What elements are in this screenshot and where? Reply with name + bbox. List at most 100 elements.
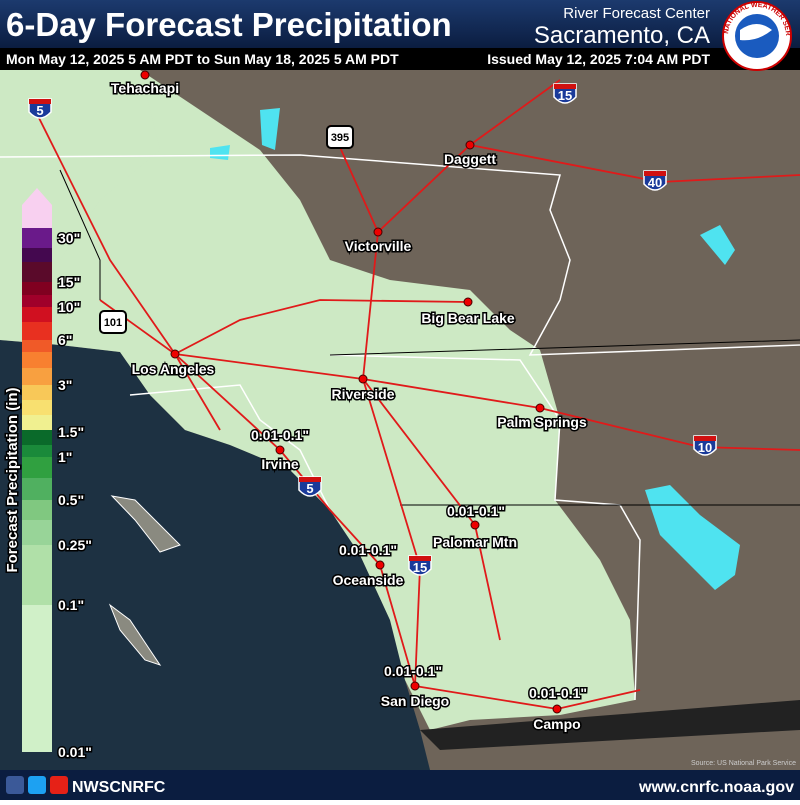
city-dot [470,520,480,530]
title: 6-Day Forecast Precipitation [6,6,452,43]
legend-label: 0.5" [58,492,84,508]
shield-top [409,556,431,561]
legend-label: 1.5" [58,424,84,440]
city-dot [373,227,383,237]
legend-swatch [22,340,52,352]
city-dot [375,560,385,570]
county-lines [59,169,800,506]
amount-label: 0.01-0.1" [251,427,309,443]
legend-swatch [22,478,52,500]
city-label: Daggett [444,151,496,167]
city-label: Los Angeles [132,361,215,377]
island [108,603,162,666]
amount-label: 0.01-0.1" [529,685,587,701]
legend-arrow [22,188,52,205]
legend-label: 6" [58,332,72,348]
subheader-bar [0,48,800,70]
legend-swatch [22,385,52,400]
website[interactable]: www.cnrfc.noaa.gov [638,779,794,796]
shield-top [694,436,716,441]
legend-label: 10" [58,299,80,315]
legend-swatch [22,205,52,228]
youtube-icon[interactable] [50,776,68,794]
facebook-icon[interactable] [6,776,24,794]
salton-sea [645,485,740,590]
interstate-number: 5 [306,481,313,496]
header-bar [0,0,800,48]
island [110,495,181,553]
legend-swatch [22,400,52,415]
city-label: Victorville [345,238,412,254]
city-dot [463,297,473,307]
subtitle: Mon May 12, 2025 5 AM PDT to Sun May 18,… [6,51,399,67]
legend-swatch [22,282,52,295]
city-dot [535,403,545,413]
legend-swatch [22,520,52,545]
amount-label: 0.01-0.1" [384,663,442,679]
amount-label: 0.01-0.1" [447,503,505,519]
legend-label: 0.1" [58,597,84,613]
source: Source: US National Park Service [691,760,796,767]
city-label: Big Bear Lake [421,310,515,326]
city-label: Tehachapi [111,80,179,96]
legend-swatch [22,545,52,605]
legend-label: 0.01" [58,744,92,760]
legend: Forecast Precipitation (in) 30" 15" 10" 6" 3… [3,188,93,762]
shield-top [299,477,321,482]
city-label: Riverside [331,386,394,402]
us-shield [326,125,354,149]
legend-swatch [22,248,52,262]
legend-swatch [22,605,52,752]
shield-top [554,84,576,89]
city-dot [140,70,150,80]
city-dot [552,704,562,714]
city-dot [275,445,285,455]
us-shield [99,310,127,334]
city-label: Palomar Mtn [433,534,517,550]
issued: Issued May 12, 2025 7:04 AM PDT [487,51,710,67]
social-handle: NWSCNRFC [72,779,166,796]
mexico-shade [420,700,800,750]
legend-swatch [22,368,52,385]
legend-swatch [22,295,52,307]
legend-swatch [22,445,52,457]
shield-top [644,171,666,176]
interstate-number: 40 [648,175,662,190]
footer-bar [0,770,800,800]
lake [210,108,735,265]
interstate-number: 15 [413,560,427,575]
legend-label: 0.25" [58,537,92,553]
legend-label: 30" [58,230,80,246]
center-line2: Sacramento, CA [534,22,710,49]
us-route-number: 395 [331,132,349,144]
legend-swatch [22,500,52,520]
city-dot [358,374,368,384]
legend-swatch [22,307,52,322]
interstate-number: 5 [36,103,43,118]
city-dot [170,349,180,359]
legend-label: 1" [58,449,72,465]
legend-swatch [22,228,52,248]
legend-swatch [22,322,52,340]
boundaries [0,154,800,701]
city-label: Palm Springs [497,414,587,430]
legend-label: 15" [58,274,80,290]
city-label: Oceanside [333,572,404,588]
twitter-icon[interactable] [28,776,46,794]
legend-swatch [22,457,52,478]
city-label: Campo [533,716,580,732]
interstate-number: 10 [698,440,712,455]
precip-area [0,70,635,730]
legend-swatch [22,352,52,368]
legend-label: 3" [58,377,72,393]
city-label: Irvine [261,456,299,472]
legend-swatch [22,415,52,430]
ocean [0,340,430,770]
interstate-number: 15 [558,88,572,103]
legend-title: Forecast Precipitation (in) [4,387,21,572]
legend-swatch [22,262,52,282]
logo-cloud [740,24,772,41]
amount-label: 0.01-0.1" [339,542,397,558]
city-dot [465,140,475,150]
